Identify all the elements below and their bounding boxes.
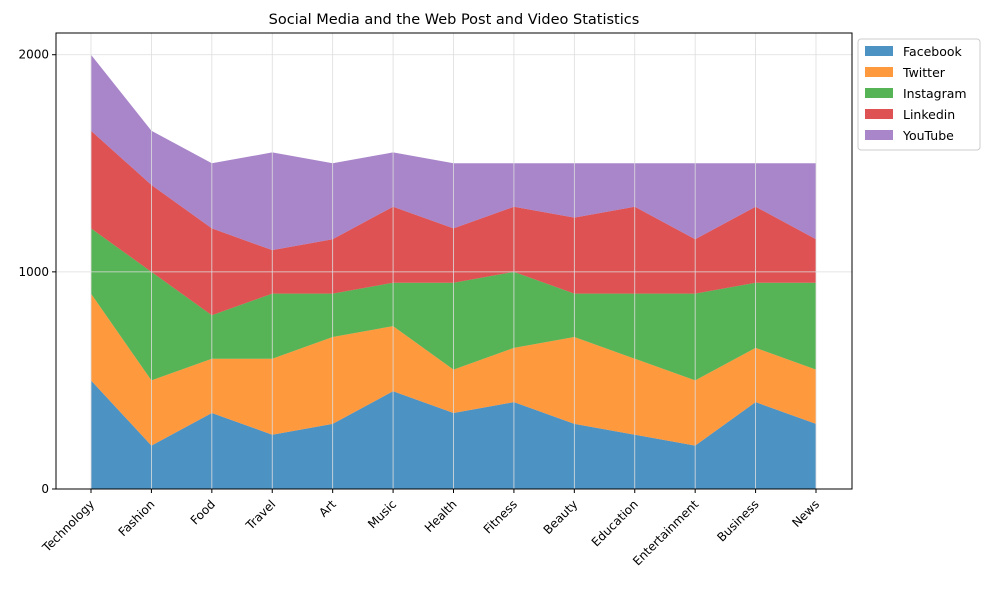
legend-swatch-twitter (865, 67, 893, 77)
legend-box (857, 38, 981, 151)
legend-swatch-instagram (865, 88, 893, 98)
legend-label-instagram: Instagram (903, 86, 967, 101)
chart-title: Social Media and the Web Post and Video … (269, 12, 640, 28)
y-tick-label-0: 0 (41, 482, 49, 496)
legend-label-twitter: Twitter (902, 65, 946, 80)
legend-label-facebook: Facebook (903, 44, 962, 59)
legend-swatch-linkedin (865, 109, 893, 119)
grid-lines (56, 33, 852, 490)
legend-swatch-youtube (865, 130, 893, 140)
legend: Facebook Twitter Instagram Linkedin YouTube (857, 38, 981, 151)
y-tick-label-2000: 2000 (18, 48, 49, 62)
legend-label-linkedin: Linkedin (903, 107, 955, 122)
legend-swatch-facebook (865, 46, 893, 56)
legend-label-youtube: YouTube (902, 128, 954, 143)
y-tick-label-1000: 1000 (18, 265, 49, 279)
